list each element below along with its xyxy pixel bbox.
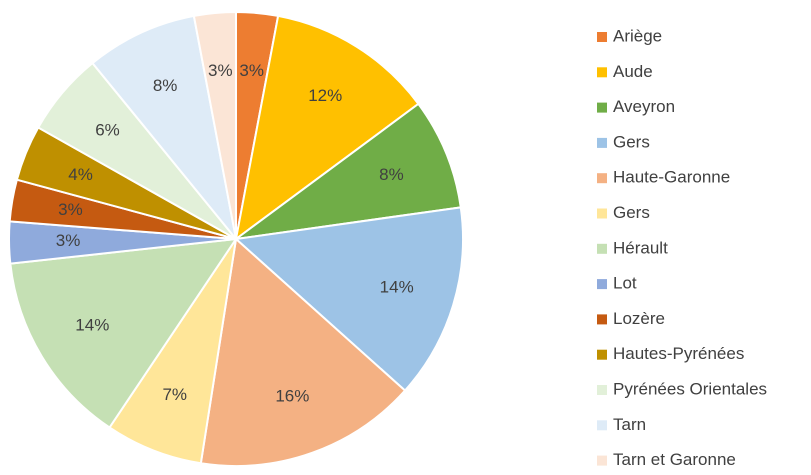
data-label: 8% (379, 165, 404, 184)
legend-label: Gers (613, 203, 650, 222)
legend-swatch (597, 314, 607, 325)
pie-slice (192, 10, 237, 240)
data-label: 3% (56, 231, 81, 250)
data-label: 12% (308, 86, 342, 105)
legend-swatch (597, 455, 607, 466)
legend-swatch (597, 67, 607, 78)
pie-slice (233, 206, 464, 392)
data-label: 16% (275, 387, 309, 406)
pie-slice (199, 237, 407, 467)
pie-slice (235, 102, 462, 240)
legend-swatch (597, 32, 607, 42)
legend-swatch (597, 173, 607, 184)
legend-label: Tarn (613, 415, 646, 434)
legend-label: Lozère (613, 309, 665, 328)
legend-swatch (597, 385, 607, 395)
data-label: 7% (162, 385, 187, 404)
legend-label: Hautes-Pyrénées (613, 344, 744, 363)
data-label: 3% (239, 61, 264, 80)
legend-swatch (597, 208, 607, 219)
data-label: 3% (58, 200, 83, 219)
legend-label: Aude (613, 62, 653, 81)
data-label: 14% (75, 315, 109, 334)
legend-swatch (597, 243, 607, 254)
legend-label: Hérault (613, 238, 668, 257)
legend-label: Aveyron (613, 97, 675, 116)
legend-swatch (597, 349, 607, 360)
legend-label: Gers (613, 132, 650, 151)
legend-label: Ariège (613, 26, 662, 45)
legend-label: Lot (613, 274, 637, 293)
legend-swatch (597, 279, 607, 290)
legend-swatch (597, 420, 607, 431)
data-label: 6% (95, 120, 120, 139)
legend-swatch (597, 137, 607, 148)
data-label: 8% (153, 76, 178, 95)
data-label: 4% (68, 165, 93, 184)
data-label: 3% (208, 61, 233, 80)
legend-label: Tarn et Garonne (613, 450, 736, 469)
pie-slice (9, 237, 239, 429)
legend-label: Pyrénées Orientales (613, 379, 767, 398)
pie-slice (234, 14, 420, 242)
legend-label: Haute-Garonne (613, 168, 730, 187)
pie-slice (91, 14, 237, 240)
legend-swatch (597, 102, 607, 113)
data-label: 14% (380, 277, 414, 296)
